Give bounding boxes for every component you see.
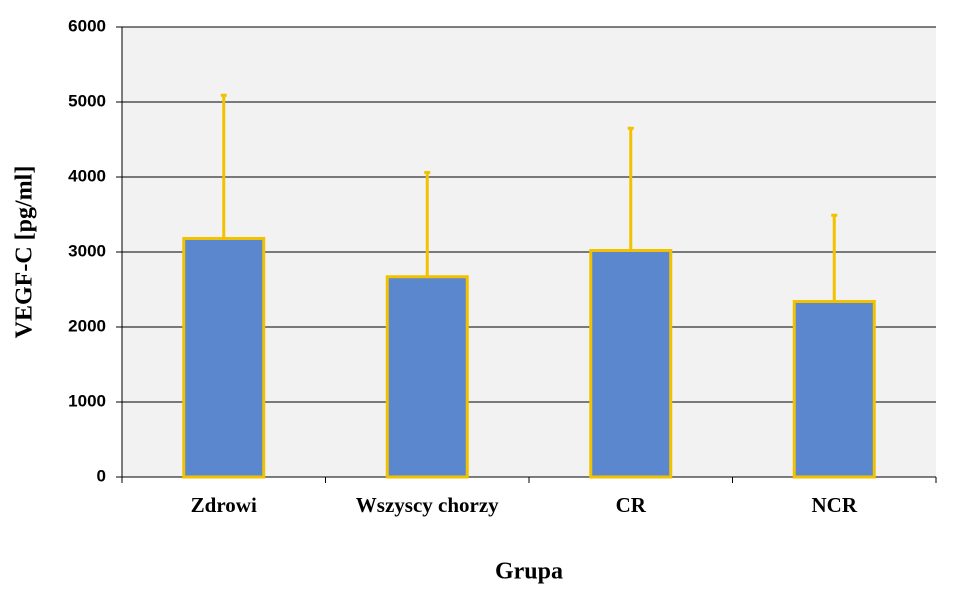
y-axis-label: VEGF-C [pg/ml] [12,166,38,339]
x-tick-label: Zdrowi [191,493,257,517]
bar [182,237,266,479]
x-tick-label: Wszyscy chorzy [356,493,499,517]
bar [385,275,469,479]
x-tick-label: CR [616,493,647,517]
y-tick-label: 5000 [68,91,106,110]
y-tick-label: 4000 [68,166,106,185]
y-tick-label: 6000 [68,16,106,35]
y-tick-label: 2000 [68,316,106,335]
bar [792,300,876,479]
x-axis-label: Grupa [495,559,563,585]
y-tick-label: 0 [97,466,106,485]
y-tick-label: 1000 [68,391,106,410]
y-tick-label: 3000 [68,241,106,260]
x-tick-label: NCR [812,493,858,517]
bar [589,249,673,479]
